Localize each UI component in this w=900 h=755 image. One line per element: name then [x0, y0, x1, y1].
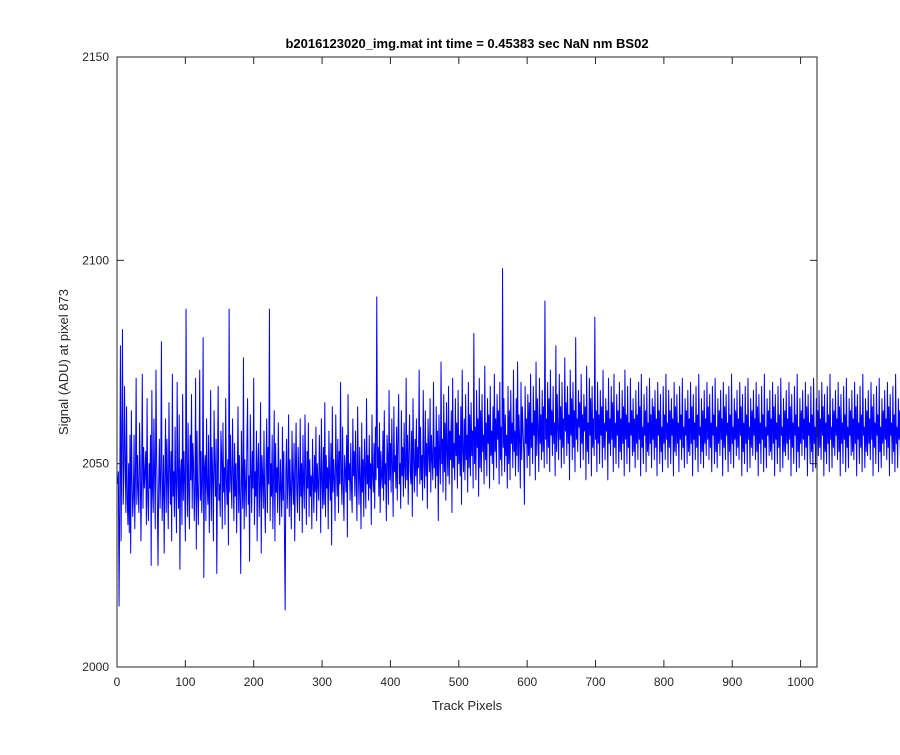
x-tick-label: 800: [654, 675, 674, 689]
plot-area: [117, 57, 817, 667]
ticks-layer: 0 100 200 300 400 500 600 700 800 900 1000 2000 2050…: [82, 50, 817, 689]
x-tick-label: 100: [175, 675, 195, 689]
x-tick-label: 900: [722, 675, 742, 689]
y-tick-label: 2000: [82, 660, 109, 674]
axes-box: [116, 56, 818, 668]
x-axis-label: Track Pixels: [432, 698, 503, 713]
chart-title: b2016123020_img.mat int time = 0.45383 s…: [285, 36, 648, 51]
x-tick-label: 600: [517, 675, 537, 689]
x-tick-label: 400: [380, 675, 400, 689]
axes-layer: [116, 56, 818, 668]
x-tick-label: 500: [449, 675, 469, 689]
x-tick-label: 200: [244, 675, 264, 689]
series-layer: [117, 267, 900, 611]
x-tick-label: 300: [312, 675, 332, 689]
y-axis-label: Signal (ADU) at pixel 873: [56, 289, 71, 435]
x-tick-label: 700: [586, 675, 606, 689]
x-tick-label: 1000: [787, 675, 814, 689]
series-line-1: [117, 267, 900, 611]
y-tick-label: 2100: [82, 253, 109, 267]
x-tick-label: 0: [114, 675, 121, 689]
y-tick-label: 2050: [82, 457, 109, 471]
y-tick-label: 2150: [82, 50, 109, 64]
